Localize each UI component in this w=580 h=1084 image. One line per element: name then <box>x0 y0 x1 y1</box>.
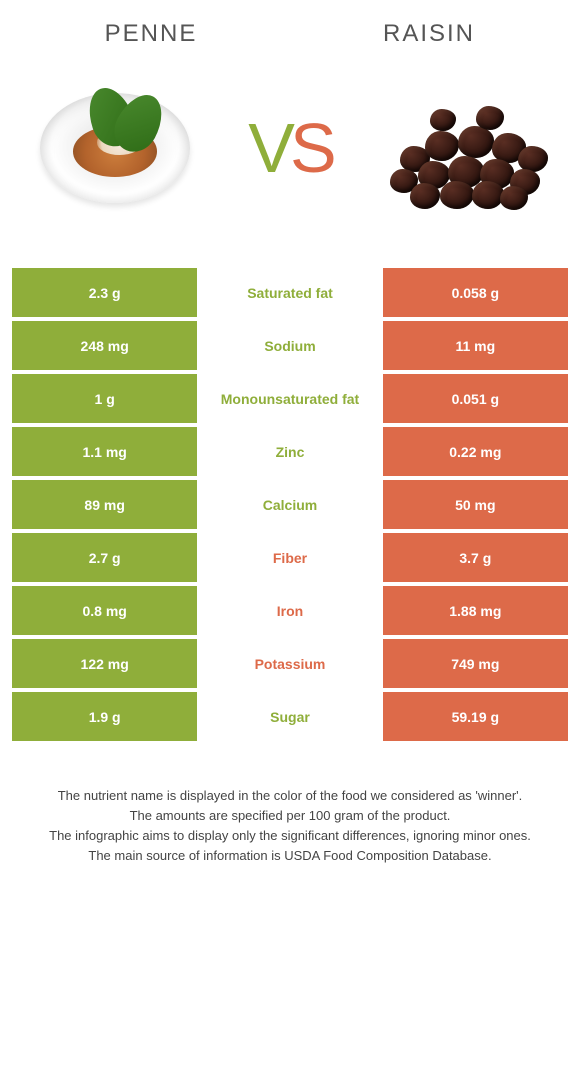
vs-label: VS <box>248 108 331 188</box>
vs-letter-v: V <box>248 109 290 187</box>
food-image-right <box>380 83 550 213</box>
raisin-blob <box>476 106 504 130</box>
nutrient-label: Zinc <box>197 427 382 476</box>
value-right: 3.7 g <box>383 533 568 582</box>
title-left: Penne <box>12 20 290 48</box>
table-row: 89 mgCalcium50 mg <box>12 480 568 529</box>
nutrient-label: Iron <box>197 586 382 635</box>
food-image-left <box>30 83 200 213</box>
raisin-blob <box>410 183 440 209</box>
footer-line: The amounts are specified per 100 gram o… <box>16 806 564 826</box>
value-left: 248 mg <box>12 321 197 370</box>
value-right: 59.19 g <box>383 692 568 741</box>
nutrient-table: 2.3 gSaturated fat0.058 g248 mgSodium11 … <box>12 268 568 741</box>
title-row: Penne Raisin <box>12 20 568 48</box>
table-row: 1.9 gSugar59.19 g <box>12 692 568 741</box>
value-left: 2.3 g <box>12 268 197 317</box>
footer-text: The nutrient name is displayed in the co… <box>12 786 568 867</box>
value-right: 0.22 mg <box>383 427 568 476</box>
nutrient-label: Potassium <box>197 639 382 688</box>
value-left: 0.8 mg <box>12 586 197 635</box>
value-left: 1 g <box>12 374 197 423</box>
value-left: 2.7 g <box>12 533 197 582</box>
nutrient-label: Monounsaturated fat <box>197 374 382 423</box>
images-row: VS <box>12 83 568 213</box>
raisin-blob <box>518 146 548 172</box>
nutrient-label: Sodium <box>197 321 382 370</box>
raisin-blob <box>458 126 494 158</box>
table-row: 0.8 mgIron1.88 mg <box>12 586 568 635</box>
value-left: 1.9 g <box>12 692 197 741</box>
footer-line: The nutrient name is displayed in the co… <box>16 786 564 806</box>
value-right: 11 mg <box>383 321 568 370</box>
raisin-blob <box>500 186 528 210</box>
nutrient-label: Sugar <box>197 692 382 741</box>
value-left: 122 mg <box>12 639 197 688</box>
title-right: Raisin <box>290 20 568 48</box>
nutrient-label: Saturated fat <box>197 268 382 317</box>
value-right: 749 mg <box>383 639 568 688</box>
raisin-blob <box>425 131 459 161</box>
nutrient-label: Fiber <box>197 533 382 582</box>
footer-line: The main source of information is USDA F… <box>16 846 564 866</box>
footer-line: The infographic aims to display only the… <box>16 826 564 846</box>
table-row: 122 mgPotassium749 mg <box>12 639 568 688</box>
table-row: 1 gMonounsaturated fat0.051 g <box>12 374 568 423</box>
table-row: 1.1 mgZinc0.22 mg <box>12 427 568 476</box>
table-row: 248 mgSodium11 mg <box>12 321 568 370</box>
value-left: 1.1 mg <box>12 427 197 476</box>
value-right: 50 mg <box>383 480 568 529</box>
value-right: 0.051 g <box>383 374 568 423</box>
value-right: 0.058 g <box>383 268 568 317</box>
raisins-icon <box>380 91 550 206</box>
value-right: 1.88 mg <box>383 586 568 635</box>
raisin-blob <box>440 181 474 209</box>
raisin-blob <box>472 181 504 209</box>
vs-letter-s: S <box>290 109 332 187</box>
page: Penne Raisin VS 2.3 gSaturated fat0.058 … <box>0 0 580 1084</box>
table-row: 2.7 gFiber3.7 g <box>12 533 568 582</box>
nutrient-label: Calcium <box>197 480 382 529</box>
penne-plate-icon <box>40 93 190 203</box>
value-left: 89 mg <box>12 480 197 529</box>
table-row: 2.3 gSaturated fat0.058 g <box>12 268 568 317</box>
raisin-blob <box>430 109 456 131</box>
